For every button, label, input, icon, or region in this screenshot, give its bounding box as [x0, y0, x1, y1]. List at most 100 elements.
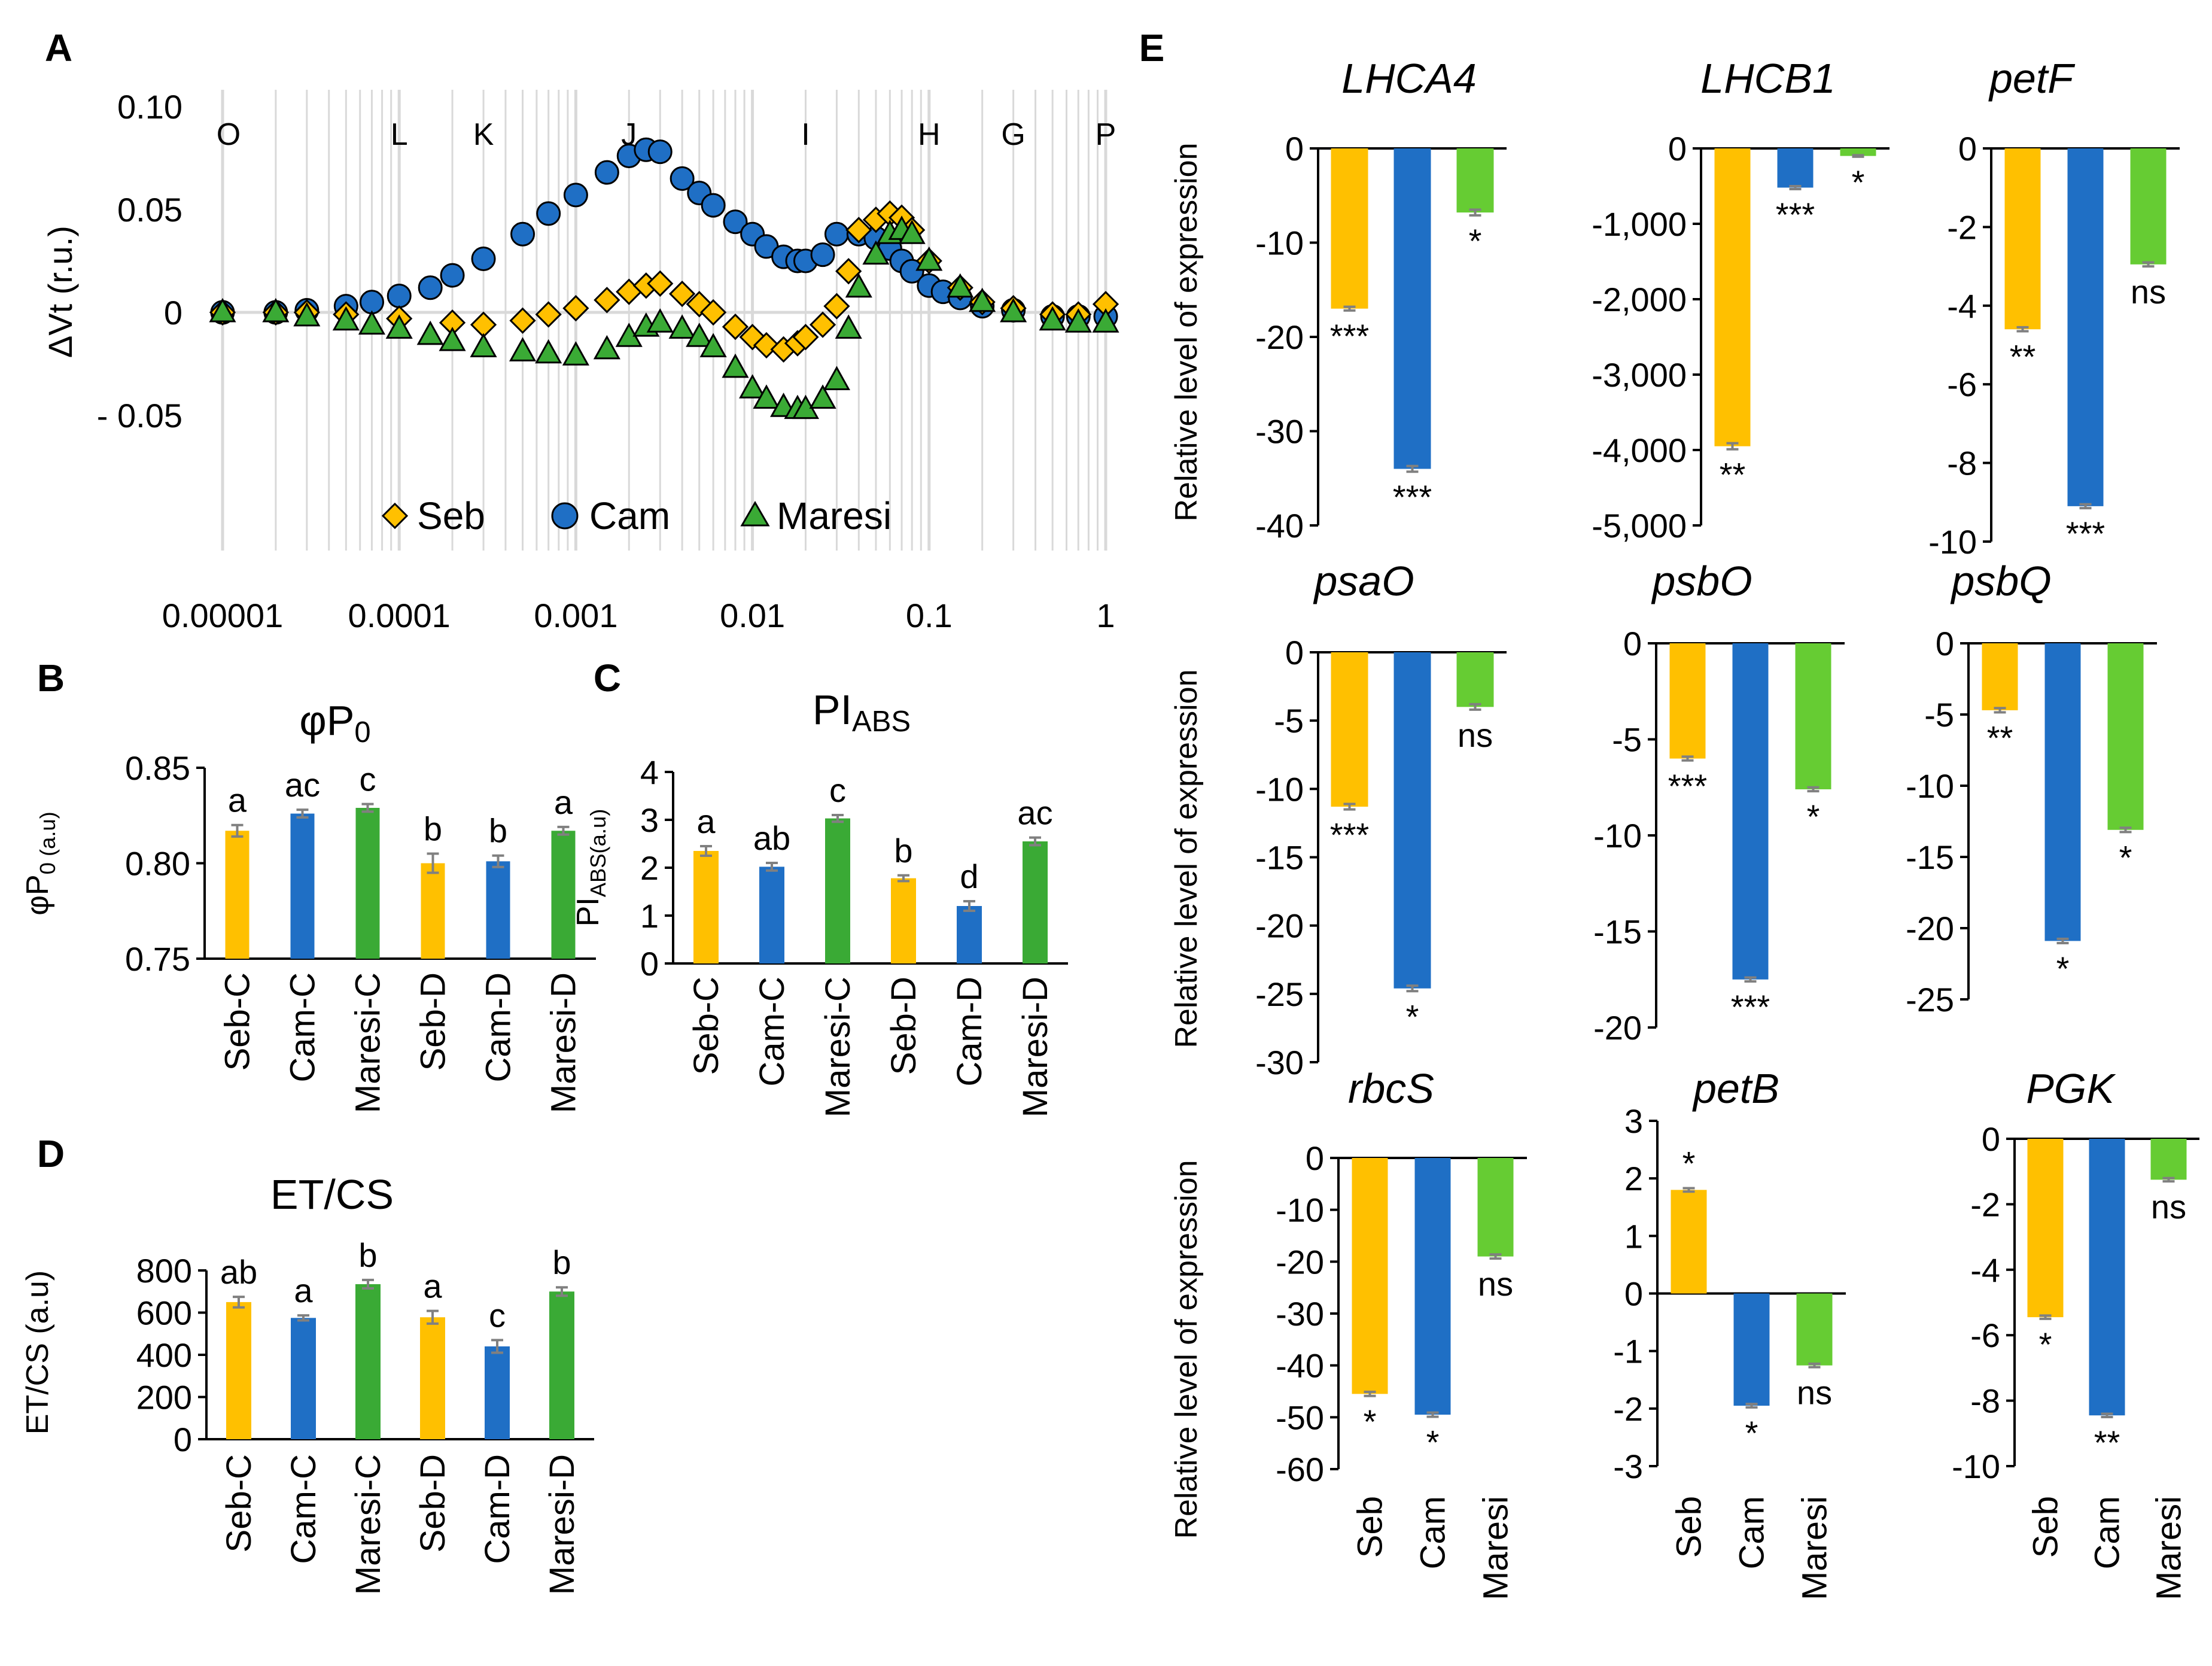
c-category-label: Cam-D [950, 977, 989, 1087]
e7-significance: * [1364, 1403, 1377, 1440]
e4-significance: *** [1330, 816, 1369, 854]
a-phase-label-K: K [473, 117, 494, 152]
a-point-maresi [809, 384, 836, 409]
c-title-base: PI [813, 686, 852, 733]
d-bar-cam-c [291, 1318, 316, 1439]
a-point-seb [835, 258, 862, 285]
a-point-cam [471, 247, 496, 272]
d-bar-seb-d [420, 1317, 445, 1439]
b-ytick-label: 0.80 [125, 845, 190, 883]
b-letter: ac [285, 766, 320, 804]
e3-bar-seb [2004, 148, 2041, 330]
b-letter: a [554, 783, 573, 821]
b-category-label: Maresi-C [349, 972, 388, 1113]
e1-significance: *** [1330, 317, 1369, 355]
c-ylabel-sub: ABS(a.u) [586, 809, 610, 898]
e7-ytick-label: -40 [1276, 1347, 1324, 1385]
e5-gene-title: psbO [1651, 558, 1752, 604]
e4-bar-cam [1393, 652, 1431, 989]
e9-significance: * [2039, 1325, 2052, 1363]
b-title-base: φP [299, 697, 354, 744]
a-point-maresi [293, 302, 321, 327]
e4-significance: * [1406, 998, 1419, 1035]
d-ytick-label: 0 [174, 1421, 192, 1458]
c-ytick-label: 3 [640, 801, 659, 839]
e7-category-label: Seb [1351, 1496, 1390, 1558]
e1-ytick-label: 0 [1285, 130, 1304, 168]
e7-ytick-label: -10 [1276, 1191, 1324, 1229]
e7-category-label: Maresi [1477, 1496, 1516, 1600]
b-category-label: Seb-D [414, 972, 453, 1071]
a-point-cam [824, 221, 849, 247]
a-ytick-label: 0.10 [117, 88, 182, 126]
panel-e6: 0-5-10-15-20-25****psbQ [1906, 558, 2157, 1019]
e4-ytick-label: 0 [1285, 634, 1304, 671]
e2-significance: ** [1720, 456, 1746, 494]
b-bar-maresi-c [355, 807, 380, 959]
e8-category-label: Maresi [1796, 1496, 1834, 1600]
e9-bar-maresi [2150, 1139, 2187, 1180]
e1-ylabel: Relative level of expression [1169, 143, 1204, 522]
c-category-label: Seb-C [687, 977, 726, 1075]
a-phase-label-H: H [918, 117, 941, 152]
e7-category-label: Cam [1414, 1496, 1453, 1569]
a-point-maresi [358, 310, 386, 335]
e4-bar-maresi [1456, 652, 1494, 707]
e3-significance: ns [2131, 273, 2166, 311]
e2-ytick-label: -4,000 [1592, 431, 1687, 469]
b-letter: b [489, 812, 507, 850]
d-ytick-label: 400 [136, 1336, 192, 1374]
c-ylabel: PIABS(a.u) [571, 809, 610, 927]
panel-e7: 0 -10 -20 -30 -40 -50 -60 * Seb * Cam ns Maresi rbcS R… [1169, 1065, 1527, 1600]
e6-significance: ** [1987, 719, 2013, 756]
panel-e5: 0-5-10-15-20*******psbO [1593, 558, 1845, 1047]
e6-ytick-label: -5 [1924, 696, 1954, 734]
e6-ytick-label: 0 [1936, 625, 1954, 662]
e8-bar-maresi [1796, 1293, 1833, 1366]
e3-ytick-label: -6 [1947, 366, 1977, 403]
e6-ytick-label: -15 [1906, 838, 1954, 876]
c-ytick-label: 1 [640, 897, 659, 935]
e8-bar-cam [1733, 1293, 1770, 1406]
a-ytick-label: 0 [164, 294, 182, 332]
c-ytick-label: 4 [640, 753, 659, 791]
d-ytick-label: 600 [136, 1294, 192, 1332]
a-point-cam [536, 201, 561, 226]
a-legend-maresi-label: Maresi [777, 494, 892, 537]
c-bar-maresi-c [825, 818, 850, 963]
panel-e9: 0 -2 -4 -6 -8 -10 * Seb ** Cam ns Maresi PGK [1952, 1065, 2199, 1600]
e9-ytick-label: -8 [1970, 1382, 2000, 1420]
a-legend-cam-marker [551, 502, 579, 530]
e4-gene-title: psaO [1313, 558, 1414, 604]
a-legend-maresi-marker [740, 501, 770, 527]
a-xtick-label: 0.0001 [348, 597, 451, 634]
e2-bar-cam [1777, 148, 1814, 188]
a-xtick-label: 0.01 [720, 597, 785, 634]
a-phase-label-P: P [1096, 117, 1116, 152]
e5-significance: * [1807, 798, 1820, 835]
e7-bar-seb [1352, 1158, 1388, 1394]
a-point-maresi [332, 306, 360, 331]
e5-ytick-label: -10 [1593, 817, 1642, 855]
e3-ytick-label: -8 [1947, 445, 1977, 482]
a-point-maresi [835, 314, 862, 339]
c-bar-cam-c [759, 867, 784, 963]
c-letter: a [696, 802, 716, 840]
e7-ylabel: Relative level of expression [1169, 1160, 1204, 1539]
a-phase-label-L: L [391, 117, 408, 152]
e8-ytick-label: -3 [1613, 1448, 1643, 1485]
e8-category-label: Cam [1733, 1496, 1772, 1569]
d-category-label: Maresi-C [349, 1454, 388, 1595]
d-category-label: Maresi-D [543, 1454, 582, 1595]
c-category-label: Maresi-D [1016, 977, 1055, 1117]
a-point-maresi [915, 246, 943, 271]
a-point-seb [722, 313, 749, 341]
e3-gene-title: petF [1988, 55, 2076, 102]
a-point-cam [647, 139, 673, 165]
b-category-label: Cam-C [284, 972, 322, 1083]
a-point-cam [387, 283, 412, 308]
a-point-seb [809, 311, 836, 338]
a-point-seb [535, 301, 562, 328]
